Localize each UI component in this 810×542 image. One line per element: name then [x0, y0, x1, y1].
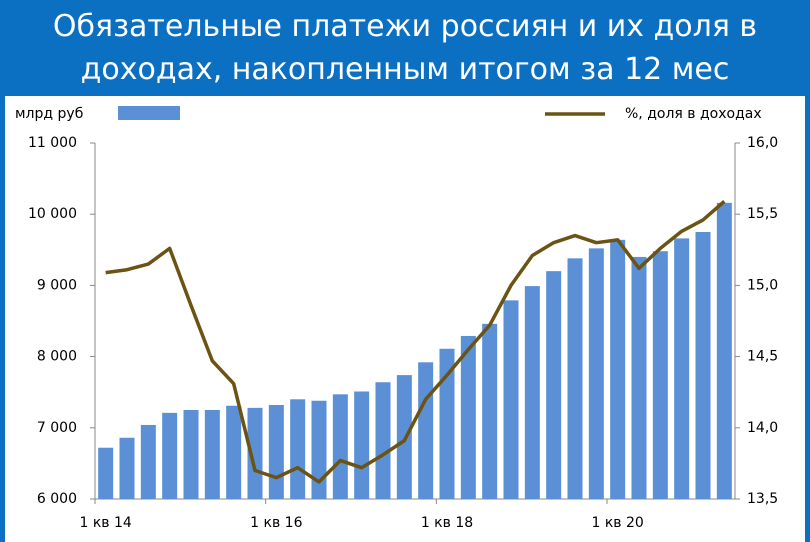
y-tick-label: 7 000	[37, 420, 77, 436]
bar	[588, 248, 604, 499]
bar	[226, 405, 242, 499]
bar	[140, 424, 156, 499]
bar	[268, 405, 284, 499]
legend-swatch	[118, 106, 180, 120]
bar	[460, 335, 476, 499]
bar	[695, 232, 711, 499]
y2-tick-label: 13,5	[747, 491, 778, 507]
bar	[716, 202, 732, 500]
x-tick-label: 1 кв 16	[250, 515, 302, 531]
bar	[204, 410, 220, 499]
bar	[119, 437, 135, 499]
y2-tick-label: 16,0	[747, 135, 778, 151]
bar	[375, 382, 391, 499]
header: Обязательные платежи россиян и их доля в…	[0, 0, 810, 96]
y-tick-label: 6 000	[37, 491, 77, 507]
y2-tick-label: 15,0	[747, 277, 778, 293]
bar	[482, 323, 498, 499]
bar	[567, 258, 583, 499]
bar	[183, 410, 199, 499]
bar	[439, 348, 455, 499]
y2-tick-label: 15,5	[747, 206, 778, 222]
chart-title: Обязательные платежи россиян и их доля в…	[52, 9, 758, 87]
x-tick-label: 1 кв 14	[79, 515, 131, 531]
bar	[546, 271, 562, 499]
y-tick-label: 8 000	[37, 349, 77, 365]
x-tick-label: 1 кв 18	[421, 515, 473, 531]
bar	[674, 238, 690, 499]
y-tick-label: 9 000	[37, 277, 77, 293]
bar	[652, 251, 668, 499]
bar	[503, 300, 519, 499]
bar	[290, 399, 306, 499]
bar	[354, 391, 370, 499]
bar	[524, 286, 540, 499]
chart: 6 000 7 000 8 000 9 000 10 000 11 000 13,5 14,0…	[5, 96, 805, 542]
bar	[162, 412, 178, 499]
bar	[332, 394, 348, 499]
bar	[610, 239, 626, 499]
line	[105, 200, 726, 484]
x-tick-label: 1 кв 20	[591, 515, 643, 531]
bar	[98, 447, 114, 499]
bar	[311, 400, 327, 499]
bar	[631, 256, 647, 499]
y-tick-label: 11 000	[28, 135, 77, 151]
y2-tick-label: 14,5	[747, 349, 778, 365]
y2-tick-label: 14,0	[747, 420, 778, 436]
y-tick-label: 10 000	[28, 206, 77, 222]
bar	[418, 362, 434, 499]
bar	[247, 407, 263, 499]
legend-label: %, доля в доходах	[625, 106, 762, 122]
legend-label: млрд руб	[15, 106, 83, 122]
